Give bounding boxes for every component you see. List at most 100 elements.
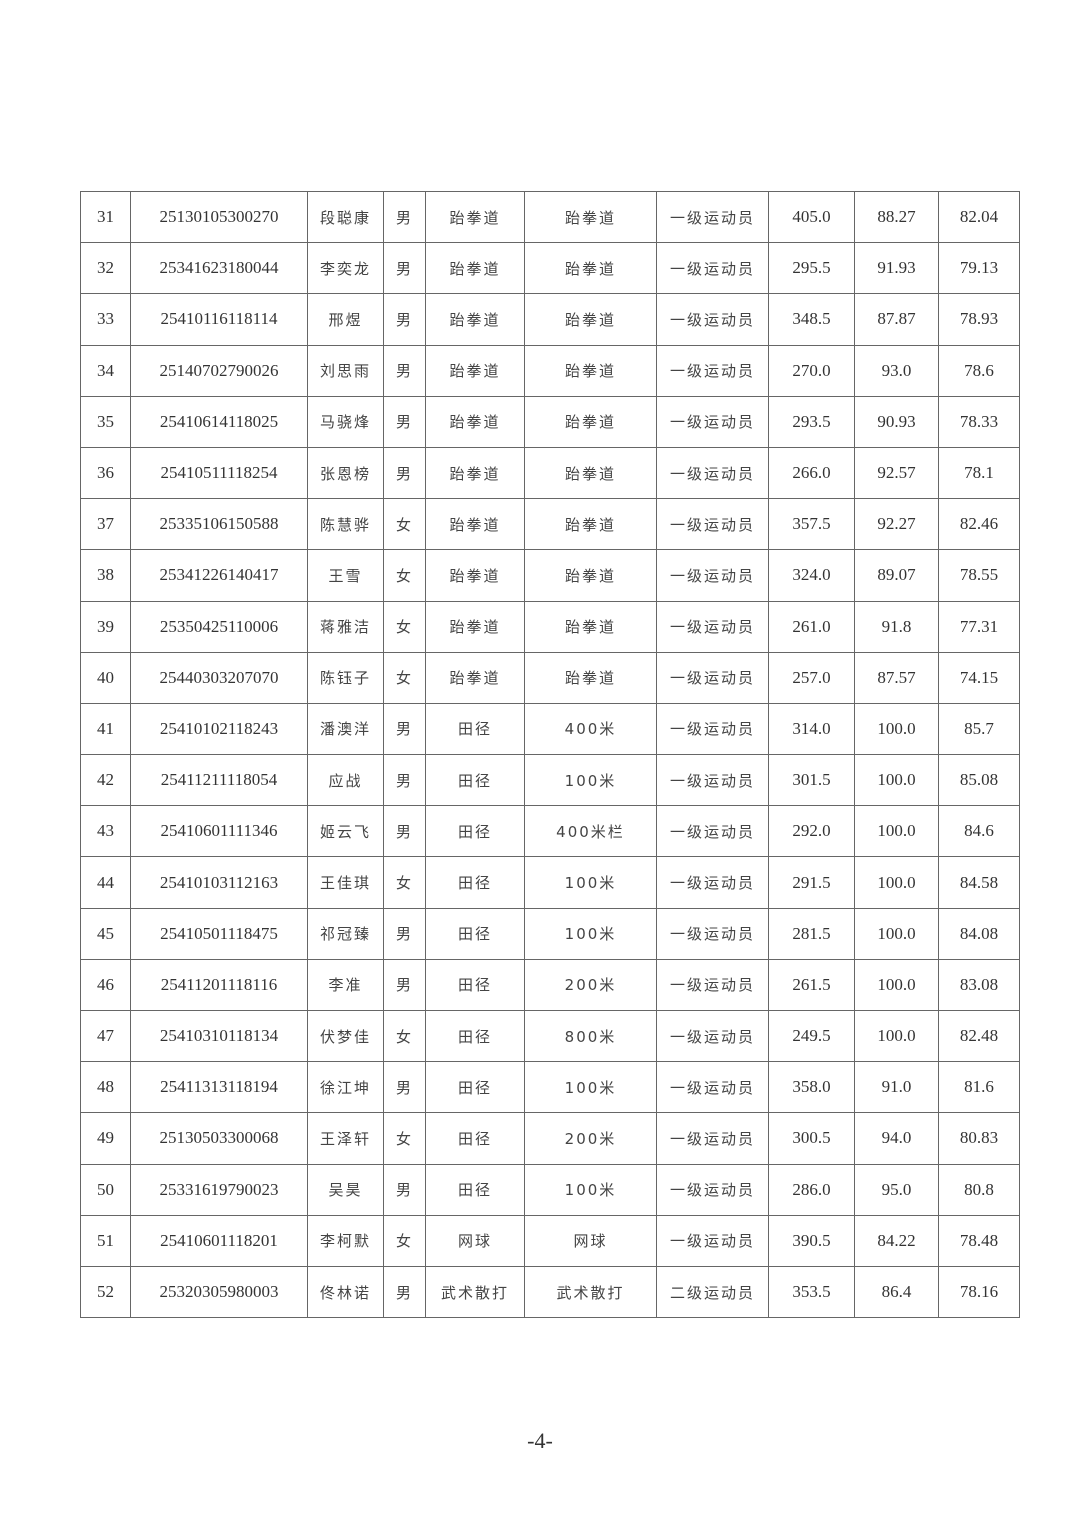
cell-row-number: 50 xyxy=(80,1163,131,1216)
cell-exam-score: 390.5 xyxy=(768,1214,855,1267)
cell-sport-score: 100.0 xyxy=(854,907,939,960)
cell-athlete-level: 一级运动员 xyxy=(656,190,769,244)
cell-event: 跆拳道 xyxy=(524,446,657,500)
cell-event: 跆拳道 xyxy=(524,344,657,397)
cell-sport: 跆拳道 xyxy=(425,293,525,346)
cell-gender: 男 xyxy=(383,702,426,756)
cell-athlete-level: 一级运动员 xyxy=(656,1163,769,1216)
cell-event: 100米 xyxy=(524,856,657,909)
cell-exam-score: 353.5 xyxy=(768,1265,855,1319)
cell-exam-score: 295.5 xyxy=(768,242,855,295)
cell-sport: 跆拳道 xyxy=(425,190,525,244)
cell-total-score: 78.33 xyxy=(938,395,1020,448)
cell-gender: 男 xyxy=(383,190,426,244)
cell-exam-score: 405.0 xyxy=(768,190,855,244)
cell-sport-score: 89.07 xyxy=(854,549,939,602)
cell-athlete-level: 一级运动员 xyxy=(656,1112,769,1165)
cell-sport-score: 100.0 xyxy=(854,1009,939,1063)
cell-gender: 男 xyxy=(383,907,426,960)
cell-event: 800米 xyxy=(524,1009,657,1063)
cell-name: 王泽轩 xyxy=(307,1112,384,1165)
cell-athlete-level: 一级运动员 xyxy=(656,651,769,704)
cell-athlete-level: 一级运动员 xyxy=(656,754,769,807)
cell-gender: 女 xyxy=(383,1009,426,1063)
cell-exam-score: 249.5 xyxy=(768,1009,855,1063)
cell-athlete-level: 一级运动员 xyxy=(656,498,769,551)
cell-name: 刘思雨 xyxy=(307,344,384,397)
table-row: 42 25411211118054 应战男田径 100米 一级运动员 301.5 100.0… xyxy=(80,754,1020,807)
cell-sport-score: 92.27 xyxy=(854,498,939,551)
cell-gender: 男 xyxy=(383,344,426,397)
cell-name: 王佳琪 xyxy=(307,856,384,909)
cell-exam-id: 25411201118116 xyxy=(130,958,308,1012)
cell-sport: 田径 xyxy=(425,1112,525,1165)
cell-athlete-level: 一级运动员 xyxy=(656,1061,769,1114)
cell-sport: 跆拳道 xyxy=(425,549,525,602)
cell-athlete-level: 一级运动员 xyxy=(656,907,769,960)
cell-gender: 男 xyxy=(383,1163,426,1216)
cell-athlete-level: 一级运动员 xyxy=(656,549,769,602)
cell-gender: 男 xyxy=(383,805,426,858)
cell-total-score: 82.48 xyxy=(938,1009,1020,1063)
cell-sport-score: 86.4 xyxy=(854,1265,939,1319)
table-row: 31 25130105300270 段聪康男跆拳道 跆拳道 一级运动员 405.0 88.2… xyxy=(80,190,1020,244)
table-row: 52 25320305980003 佟林诺男武术散打 武术散打 二级运动员 353.5 86… xyxy=(80,1265,1020,1319)
cell-name: 姬云飞 xyxy=(307,805,384,858)
cell-athlete-level: 一级运动员 xyxy=(656,856,769,909)
table-row: 49 25130503300068 王泽轩女田径 200米 一级运动员 300.5 94.0… xyxy=(80,1112,1020,1165)
cell-sport-score: 100.0 xyxy=(854,856,939,909)
cell-sport: 田径 xyxy=(425,1061,525,1114)
cell-row-number: 38 xyxy=(80,549,131,602)
cell-athlete-level: 二级运动员 xyxy=(656,1265,769,1319)
cell-gender: 男 xyxy=(383,1061,426,1114)
table-row: 43 25410601111346 姬云飞男田径 400米栏 一级运动员 292.0 100… xyxy=(80,805,1020,858)
cell-event: 100米 xyxy=(524,1061,657,1114)
cell-event: 跆拳道 xyxy=(524,242,657,295)
cell-name: 伏梦佳 xyxy=(307,1009,384,1063)
cell-event: 跆拳道 xyxy=(524,651,657,704)
cell-total-score: 78.93 xyxy=(938,293,1020,346)
table-row: 51 25410601118201 李柯默女网球 网球 一级运动员 390.5 84.22 7… xyxy=(80,1214,1020,1267)
cell-exam-score: 293.5 xyxy=(768,395,855,448)
cell-gender: 男 xyxy=(383,293,426,346)
cell-row-number: 34 xyxy=(80,344,131,397)
cell-row-number: 48 xyxy=(80,1061,131,1114)
cell-exam-score: 261.5 xyxy=(768,958,855,1012)
cell-gender: 男 xyxy=(383,1265,426,1319)
cell-total-score: 84.08 xyxy=(938,907,1020,960)
cell-name: 王雪 xyxy=(307,549,384,602)
table-row: 46 25411201118116 李准男田径 200米 一级运动员 261.5 100.0… xyxy=(80,958,1020,1012)
cell-exam-score: 348.5 xyxy=(768,293,855,346)
cell-exam-id: 25410511118254 xyxy=(130,446,308,500)
cell-total-score: 85.08 xyxy=(938,754,1020,807)
cell-gender: 女 xyxy=(383,600,426,653)
cell-event: 400米 xyxy=(524,702,657,756)
cell-event: 400米栏 xyxy=(524,805,657,858)
cell-sport: 田径 xyxy=(425,805,525,858)
cell-name: 蒋雅洁 xyxy=(307,600,384,653)
cell-athlete-level: 一级运动员 xyxy=(656,242,769,295)
cell-sport-score: 91.93 xyxy=(854,242,939,295)
cell-event: 200米 xyxy=(524,958,657,1012)
cell-total-score: 80.83 xyxy=(938,1112,1020,1165)
cell-sport-score: 100.0 xyxy=(854,958,939,1012)
cell-total-score: 78.16 xyxy=(938,1265,1020,1319)
cell-exam-id: 25341226140417 xyxy=(130,549,308,602)
cell-row-number: 51 xyxy=(80,1214,131,1267)
cell-sport: 武术散打 xyxy=(425,1265,525,1319)
cell-exam-score: 270.0 xyxy=(768,344,855,397)
cell-athlete-level: 一级运动员 xyxy=(656,805,769,858)
cell-event: 200米 xyxy=(524,1112,657,1165)
cell-total-score: 82.46 xyxy=(938,498,1020,551)
cell-total-score: 79.13 xyxy=(938,242,1020,295)
cell-exam-score: 281.5 xyxy=(768,907,855,960)
cell-sport: 跆拳道 xyxy=(425,498,525,551)
cell-event: 武术散打 xyxy=(524,1265,657,1319)
table-row: 40 25440303207070 陈钰子女跆拳道 跆拳道 一级运动员 257.0 87.5… xyxy=(80,651,1020,704)
cell-gender: 男 xyxy=(383,754,426,807)
cell-name: 段聪康 xyxy=(307,190,384,244)
cell-event: 100米 xyxy=(524,907,657,960)
table-row: 39 25350425110006 蒋雅洁女跆拳道 跆拳道 一级运动员 261.0 91.8… xyxy=(80,600,1020,653)
cell-total-score: 84.58 xyxy=(938,856,1020,909)
table-row: 41 25410102118243 潘澳洋男田径 400米 一级运动员 314.0 100.… xyxy=(80,702,1020,756)
